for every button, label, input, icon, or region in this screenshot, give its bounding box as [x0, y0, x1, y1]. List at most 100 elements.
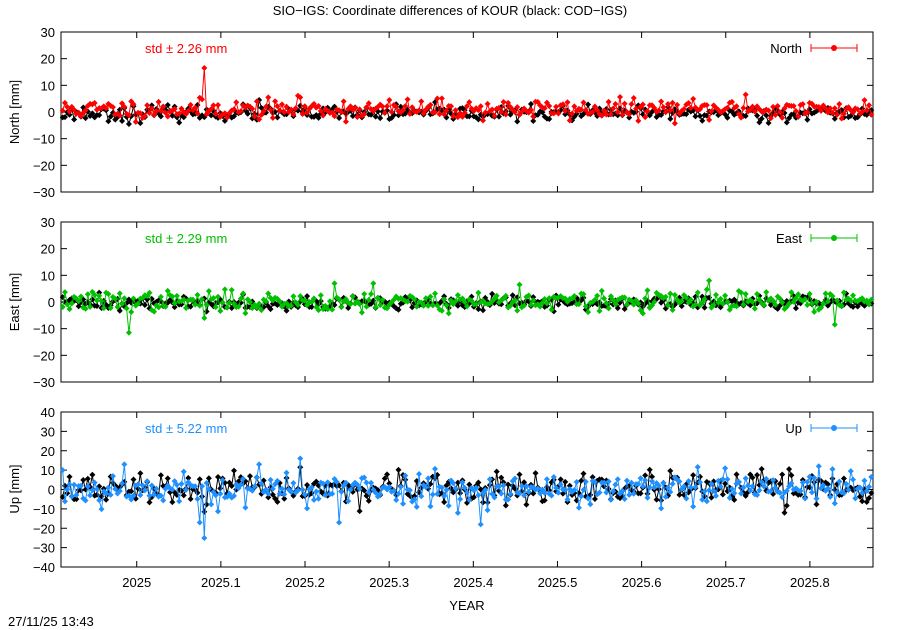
east-data-point	[276, 298, 283, 305]
east-data-point	[61, 289, 68, 296]
north-data-point	[420, 110, 427, 117]
up-data-point	[628, 479, 635, 486]
north-data-point	[607, 111, 614, 118]
north-data-point	[651, 104, 658, 111]
north-data-point	[171, 106, 178, 113]
north-data-point	[331, 113, 338, 120]
up-data-point	[708, 480, 715, 487]
up-ytick-label: −30	[33, 541, 55, 556]
north-data-point	[495, 113, 502, 120]
north-data-point	[491, 112, 498, 119]
east-data-point	[196, 302, 203, 309]
north-data-point	[249, 105, 256, 112]
east-data-point	[701, 296, 708, 303]
up-data-point	[89, 471, 96, 478]
up-data-point	[386, 480, 393, 487]
east-ytick-label: −10	[33, 322, 55, 337]
east-data-point	[75, 298, 82, 305]
up-data-point	[776, 489, 783, 496]
up-data-point	[726, 494, 733, 501]
up-data-point	[477, 521, 484, 528]
north-data-point	[863, 107, 870, 114]
east-data-point	[420, 302, 427, 309]
north-data-point	[96, 112, 103, 119]
up-data-point	[180, 468, 187, 475]
north-data-point	[459, 113, 466, 120]
up-data-point	[676, 478, 683, 485]
north-data-point	[546, 102, 553, 109]
up-data-point	[441, 499, 448, 506]
up-data-point	[342, 479, 349, 486]
up-data-point	[566, 482, 573, 489]
up-data-point	[614, 476, 621, 483]
north-data-point	[192, 104, 199, 111]
east-data-point	[87, 303, 94, 310]
east-data-point	[413, 303, 420, 310]
north-data-point	[742, 112, 749, 119]
up-data-point	[699, 496, 706, 503]
up-data-point	[852, 495, 859, 502]
north-data-point	[687, 105, 694, 112]
up-data-point	[578, 477, 585, 484]
up-data-point	[283, 475, 290, 482]
up-data-point	[128, 488, 135, 495]
up-data-point	[242, 504, 249, 511]
north-data-point	[511, 109, 518, 116]
east-data-point	[829, 293, 836, 300]
up-data-point	[603, 489, 610, 496]
north-data-point	[262, 103, 269, 110]
up-data-point	[742, 475, 749, 482]
up-data-point	[454, 509, 461, 516]
north-data-point	[274, 114, 281, 121]
up-data-point	[788, 472, 795, 479]
north-data-point	[562, 107, 569, 114]
up-data-point	[859, 490, 866, 497]
up-data-point	[338, 488, 345, 495]
east-data-point	[228, 287, 235, 294]
east-data-point	[192, 301, 199, 308]
up-data-point	[473, 484, 480, 491]
xtick-label: 2025.3	[369, 575, 409, 590]
east-data-point	[64, 301, 71, 308]
east-data-point	[838, 302, 845, 309]
up-data-point	[418, 493, 425, 500]
east-data-point	[135, 300, 142, 307]
east-data-point	[525, 292, 532, 299]
up-data-point	[475, 479, 482, 486]
up-data-point	[119, 480, 126, 487]
up-data-point	[797, 491, 804, 498]
up-data-point	[665, 484, 672, 491]
up-data-point	[194, 496, 201, 503]
up-data-point	[500, 482, 507, 489]
east-data-point	[582, 303, 589, 310]
up-data-point	[863, 488, 870, 495]
up-data-point	[294, 487, 301, 494]
xtick-label: 2025.2	[285, 575, 325, 590]
up-data-point	[274, 498, 281, 505]
north-data-point	[434, 95, 441, 102]
up-data-point	[619, 487, 626, 494]
up-data-point	[516, 471, 523, 478]
up-data-point	[859, 498, 866, 505]
east-data-point	[575, 301, 582, 308]
east-data-point	[861, 302, 868, 309]
up-data-point	[719, 491, 726, 498]
north-data-point	[260, 108, 267, 115]
up-data-point	[226, 490, 233, 497]
up-data-point	[591, 495, 598, 502]
east-data-point	[422, 295, 429, 302]
north-data-point	[194, 110, 201, 117]
north-ytick-label: 30	[41, 25, 55, 40]
east-data-point	[818, 304, 825, 311]
east-data-point	[738, 289, 745, 296]
north-data-point	[336, 114, 343, 121]
north-data-point	[105, 118, 112, 125]
up-data-point	[783, 487, 790, 494]
north-data-point	[157, 107, 164, 114]
up-data-point	[203, 479, 210, 486]
east-data-point	[169, 293, 176, 300]
up-data-point	[669, 480, 676, 487]
east-data-point	[194, 291, 201, 298]
up-data-point	[548, 492, 555, 499]
east-data-point	[665, 302, 672, 309]
